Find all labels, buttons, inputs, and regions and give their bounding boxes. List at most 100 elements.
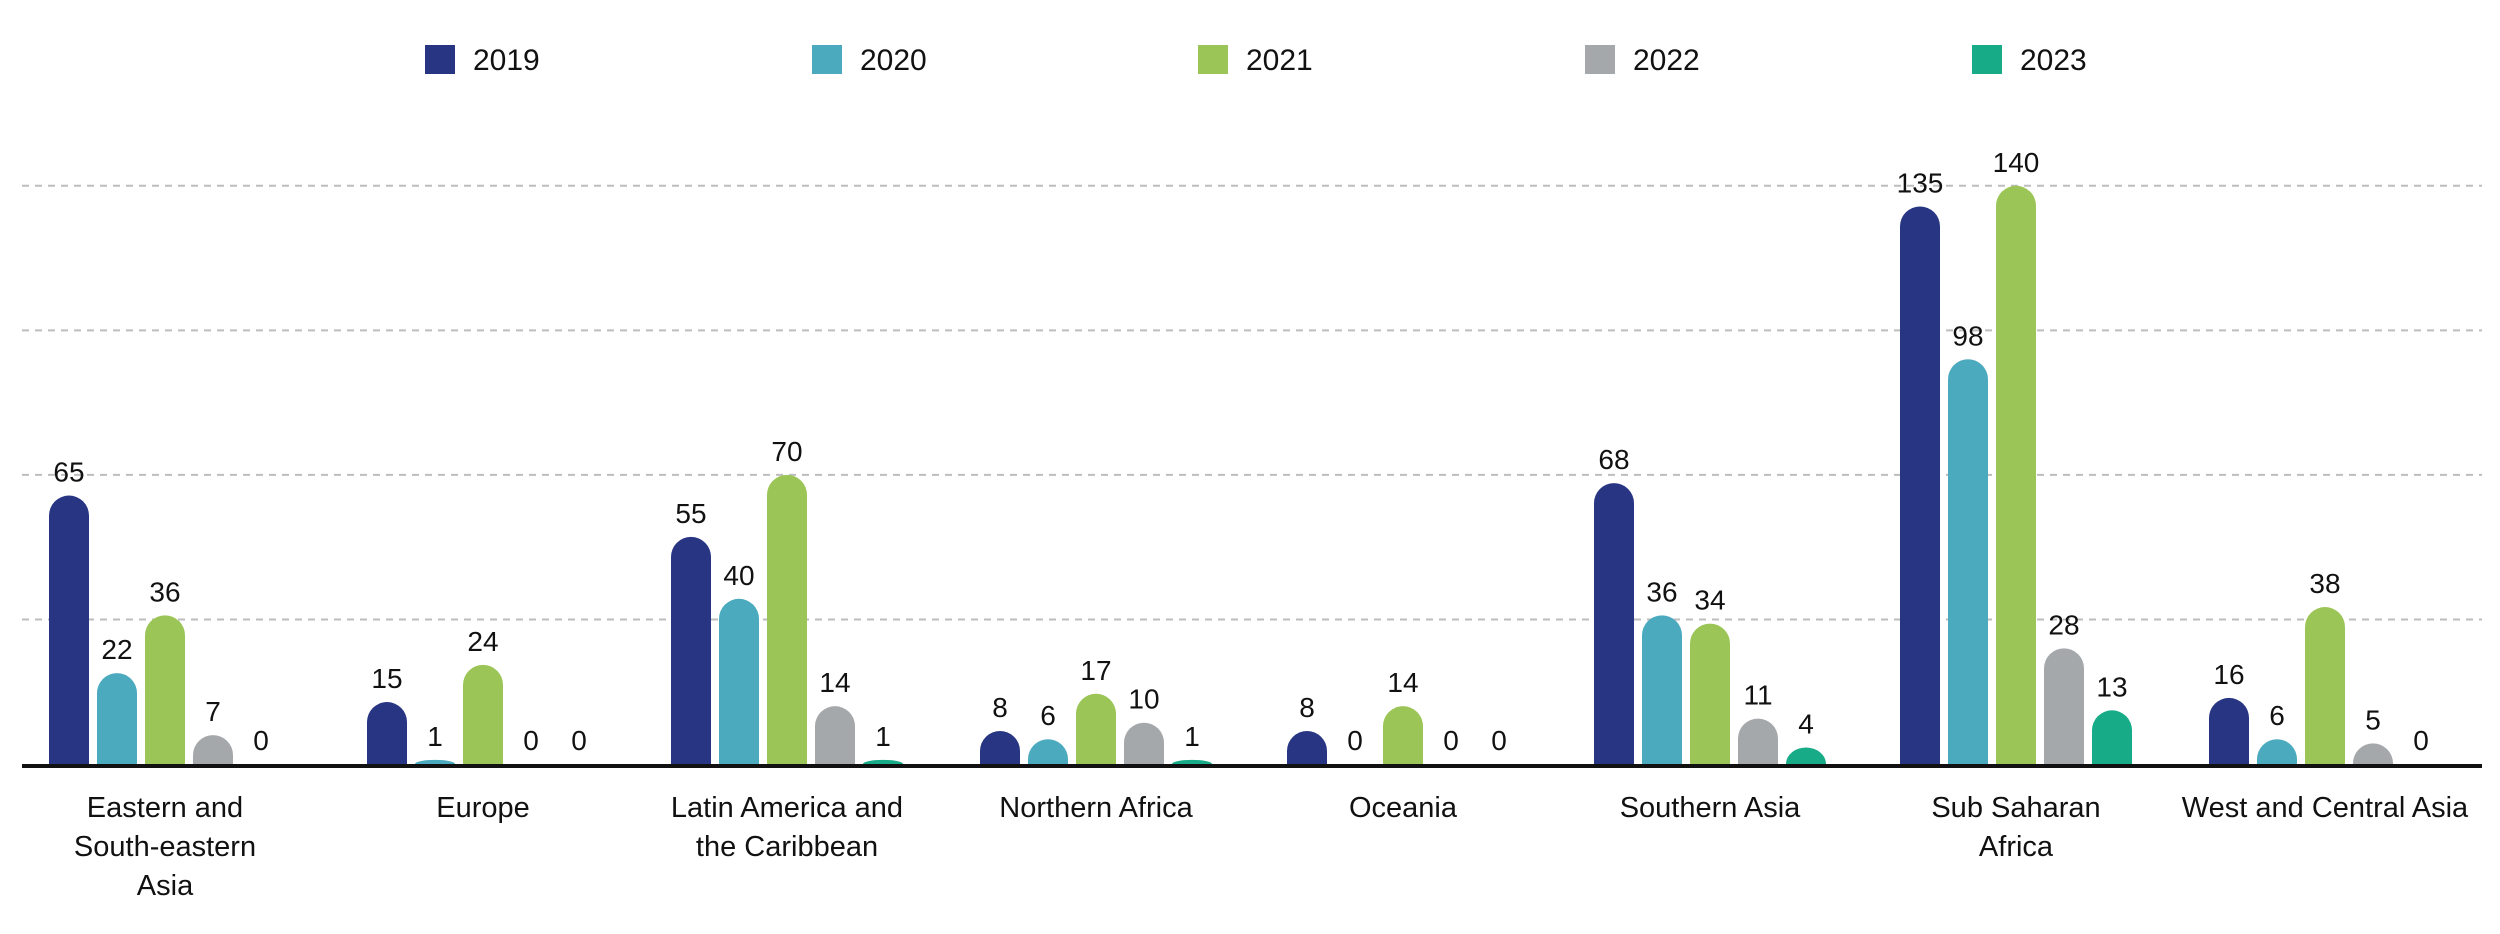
data-label: 7 <box>205 696 221 727</box>
data-label: 0 <box>523 725 539 756</box>
bar-2022 <box>193 735 233 764</box>
data-label: 40 <box>723 560 754 591</box>
legend-swatch-2020 <box>812 45 842 74</box>
bar-2023 <box>863 759 903 764</box>
data-label: 0 <box>1491 725 1507 756</box>
category-label: Sub Saharan Africa <box>1931 792 2100 863</box>
bar-2019 <box>1594 483 1634 764</box>
legend-label-2022: 2022 <box>1633 44 1700 77</box>
data-label: 16 <box>2213 659 2244 690</box>
data-label: 11 <box>1743 680 1772 711</box>
bar-2019 <box>1287 730 1327 764</box>
bar-2023 <box>2092 710 2132 764</box>
data-label: 13 <box>2096 671 2127 702</box>
bar-2021 <box>145 615 185 764</box>
data-label: 0 <box>253 725 269 756</box>
data-label: 68 <box>1598 444 1629 475</box>
bar-2022 <box>815 706 855 764</box>
legend-swatch-2023 <box>1972 45 2002 74</box>
legend: 2019 2020 2021 2022 2023 <box>425 44 2087 77</box>
data-label: 6 <box>1040 700 1056 731</box>
bar-2019 <box>980 730 1020 764</box>
data-label: 34 <box>1694 585 1725 616</box>
data-label: 6 <box>2269 700 2285 731</box>
category-label-line: West and Central Asia <box>2182 792 2469 824</box>
data-label: 98 <box>1952 320 1983 351</box>
data-label: 8 <box>1299 692 1315 723</box>
category-label-line: Southern Asia <box>1620 792 1801 824</box>
category-label: Southern Asia <box>1620 792 1801 824</box>
category-label: Latin America and the Caribbean <box>671 792 903 863</box>
data-label: 17 <box>1080 655 1111 686</box>
category-label-line: South-eastern <box>74 831 256 863</box>
bar-2022 <box>1124 722 1164 764</box>
category-label: Europe <box>436 792 530 824</box>
bar-2020 <box>1948 359 1988 764</box>
data-label: 10 <box>1128 684 1159 715</box>
category-label-line: Oceania <box>1349 792 1458 824</box>
category-label: Eastern and South-eastern Asia <box>74 792 256 902</box>
bar-2023 <box>1172 759 1212 764</box>
data-label: 0 <box>571 725 587 756</box>
data-label: 1 <box>875 721 891 752</box>
bar-2020 <box>2257 739 2297 764</box>
data-label: 36 <box>1646 576 1677 607</box>
bar-2021 <box>767 474 807 764</box>
category-label-line: the Caribbean <box>696 831 878 863</box>
bar-2020 <box>1028 739 1068 764</box>
x-axis-labels: Eastern and South-eastern Asia Europe Latin … <box>74 792 2469 902</box>
gridlines <box>22 184 2482 621</box>
legend-label-2023: 2023 <box>2020 44 2087 77</box>
bar-2021 <box>463 664 503 764</box>
data-label: 0 <box>1443 725 1459 756</box>
legend-label-2019: 2019 <box>473 44 540 77</box>
bar-2020 <box>415 759 455 764</box>
data-label: 5 <box>2365 704 2381 735</box>
bar-2022 <box>1738 718 1778 764</box>
bar-2020 <box>1642 615 1682 764</box>
bar-2021 <box>1383 706 1423 764</box>
category-label-line: Africa <box>1979 831 2054 863</box>
data-label: 140 <box>1993 147 2040 178</box>
bar-2021 <box>1996 185 2036 765</box>
bar-2023 <box>1786 747 1826 764</box>
data-label: 1 <box>427 721 443 752</box>
bar-2022 <box>2353 743 2393 764</box>
bar-2021 <box>1690 623 1730 764</box>
data-label: 14 <box>1387 667 1418 698</box>
legend-label-2021: 2021 <box>1246 44 1313 77</box>
bar-2021 <box>1076 693 1116 764</box>
data-label: 36 <box>149 576 180 607</box>
data-label: 0 <box>1347 725 1363 756</box>
data-label: 135 <box>1897 167 1944 198</box>
data-label: 70 <box>771 436 802 467</box>
legend-swatch-2019 <box>425 45 455 74</box>
bar-2019 <box>671 536 711 764</box>
bar-2022 <box>2044 648 2084 764</box>
bar-2019 <box>1900 206 1940 764</box>
category-label-line: Asia <box>137 870 194 902</box>
category-label: West and Central Asia <box>2182 792 2469 824</box>
category-label-line: Northern Africa <box>999 792 1193 824</box>
category-label-line: Eastern and <box>87 792 243 824</box>
legend-label-2020: 2020 <box>860 44 927 77</box>
data-label: 8 <box>992 692 1008 723</box>
data-label: 65 <box>53 457 84 488</box>
data-label: 55 <box>675 498 706 529</box>
data-label: 0 <box>2413 725 2429 756</box>
data-label: 15 <box>371 663 402 694</box>
bar-2019 <box>2209 697 2249 764</box>
category-label: Oceania <box>1349 792 1458 824</box>
bar-2021 <box>2305 607 2345 764</box>
data-label: 4 <box>1798 708 1814 739</box>
data-label: 38 <box>2309 568 2340 599</box>
bar-2020 <box>97 673 137 764</box>
data-label: 1 <box>1184 721 1200 752</box>
bar-2020 <box>719 598 759 764</box>
bar-2019 <box>49 495 89 764</box>
legend-swatch-2022 <box>1585 45 1615 74</box>
category-label-line: Latin America and <box>671 792 903 824</box>
category-label-line: Europe <box>436 792 530 824</box>
